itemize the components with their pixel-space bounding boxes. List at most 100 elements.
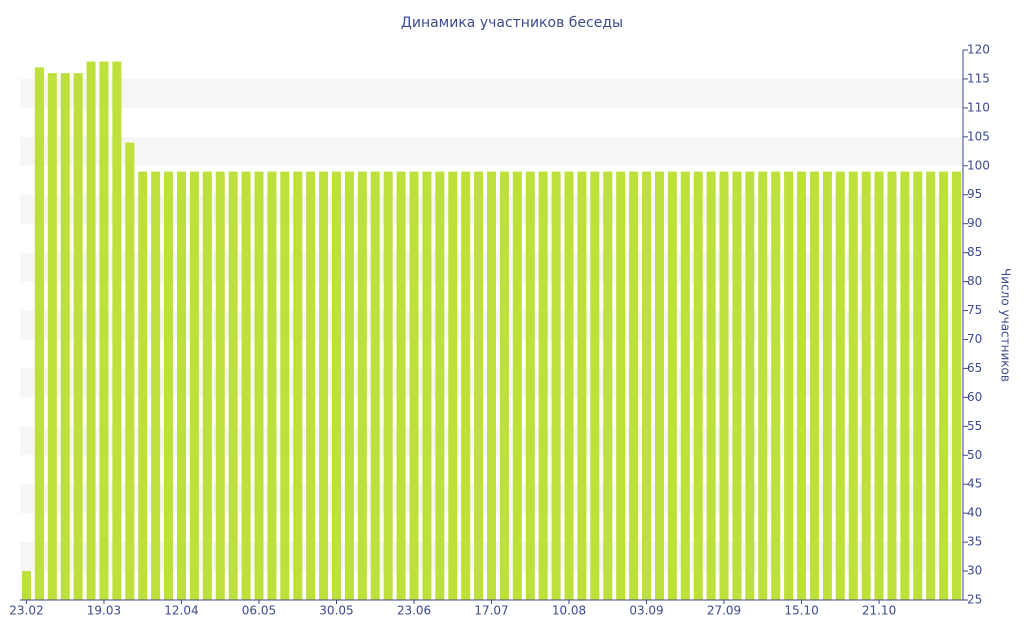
y-tick-label: 40	[967, 506, 982, 520]
bar	[822, 171, 832, 600]
bar	[693, 171, 703, 600]
bar	[138, 171, 148, 600]
bar	[577, 171, 587, 600]
bar	[745, 171, 755, 600]
bar	[461, 171, 471, 600]
y-tick-label: 85	[967, 245, 982, 259]
bar	[280, 171, 290, 600]
bar	[861, 171, 871, 600]
bar	[409, 171, 419, 600]
y-axis-label: Число участников	[999, 268, 1013, 382]
bar	[900, 171, 910, 600]
bar	[926, 171, 936, 600]
bar	[629, 171, 639, 600]
bar	[370, 171, 380, 600]
y-tick-label: 120	[967, 43, 990, 57]
y-tick-label: 60	[967, 390, 982, 404]
bar	[331, 171, 342, 600]
x-tick-label: 30.05	[319, 604, 353, 618]
bar	[952, 171, 962, 600]
y-tick-label: 50	[967, 448, 982, 462]
bar	[21, 571, 31, 600]
bar	[34, 67, 44, 601]
bar	[73, 73, 83, 600]
bar	[758, 171, 768, 600]
bar	[538, 171, 548, 600]
bar	[848, 171, 858, 600]
grid-band	[20, 136, 963, 166]
bar	[176, 171, 186, 600]
bar	[603, 171, 613, 600]
y-tick-label: 65	[967, 361, 982, 375]
x-tick-label: 21.10	[862, 604, 896, 618]
bar	[396, 171, 406, 600]
bar	[680, 171, 690, 600]
bar	[667, 171, 677, 600]
bar	[887, 171, 897, 600]
y-tick-label: 55	[967, 419, 982, 433]
bar	[151, 171, 161, 600]
y-tick-label: 95	[967, 187, 982, 201]
bar	[306, 171, 316, 600]
bar	[654, 171, 664, 600]
bar	[512, 171, 522, 600]
bar	[435, 171, 445, 600]
bar	[809, 171, 819, 600]
bar	[835, 171, 845, 600]
bar	[86, 61, 96, 600]
bar	[719, 171, 729, 600]
bar	[383, 171, 393, 600]
bar	[590, 171, 600, 600]
bar	[241, 171, 251, 600]
bar	[215, 171, 225, 600]
bar	[448, 171, 458, 600]
grid-band	[20, 78, 963, 108]
y-tick-label: 45	[967, 477, 982, 491]
y-tick-label: 80	[967, 274, 982, 288]
bar	[293, 171, 303, 600]
bar	[732, 171, 742, 600]
x-tick-label: 23.06	[397, 604, 431, 618]
x-tick-label: 03.09	[629, 604, 663, 618]
bar	[499, 171, 509, 600]
bar	[551, 171, 561, 600]
bar	[706, 171, 716, 600]
x-tick-label: 19.03	[87, 604, 121, 618]
y-tick-label: 70	[967, 332, 982, 346]
y-tick-label: 100	[967, 158, 990, 172]
x-tick-label: 17.07	[474, 604, 508, 618]
bar	[47, 73, 57, 600]
y-tick-label: 115	[967, 71, 990, 85]
bar	[564, 171, 574, 600]
x-tick-label: 27.09	[707, 604, 741, 618]
bar	[913, 171, 923, 600]
bar	[874, 171, 884, 600]
y-tick-label: 110	[967, 100, 990, 114]
y-tick-label: 75	[967, 303, 982, 317]
bar	[189, 171, 199, 600]
bar	[939, 171, 949, 600]
bar	[784, 171, 794, 600]
bar	[357, 171, 367, 600]
x-tick-label: 12.04	[164, 604, 198, 618]
bar	[797, 171, 807, 600]
bar	[319, 171, 329, 600]
y-tick-label: 90	[967, 216, 982, 230]
x-tick-label: 06.05	[242, 604, 276, 618]
bar	[616, 171, 626, 600]
y-tick-label: 35	[967, 535, 982, 549]
bar	[228, 171, 238, 600]
bar	[267, 171, 277, 600]
y-tick-label: 25	[967, 593, 982, 607]
bar	[112, 61, 122, 600]
bar	[486, 171, 497, 600]
y-tick-label: 30	[967, 564, 982, 578]
bar	[771, 171, 781, 600]
x-tick-label: 15.10	[784, 604, 818, 618]
bar	[60, 73, 70, 600]
bar	[422, 171, 432, 600]
bar	[344, 171, 354, 600]
bar	[202, 171, 212, 600]
bar	[125, 142, 135, 600]
bar	[164, 171, 174, 600]
